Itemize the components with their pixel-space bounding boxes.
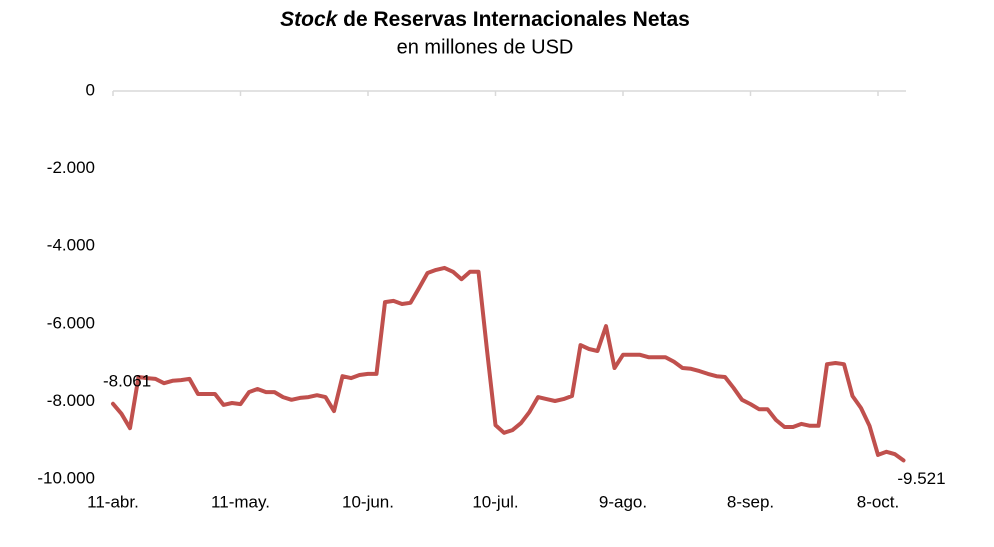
- y-tick-label: -10.000: [37, 468, 95, 487]
- y-tick-label: -4.000: [47, 236, 95, 255]
- x-tick-label: 9-ago.: [599, 492, 647, 511]
- y-tick-label: -8.000: [47, 391, 95, 410]
- chart-subtitle: en millones de USD: [397, 36, 574, 58]
- y-tick-label: -6.000: [47, 313, 95, 332]
- data-line: [111, 265, 906, 463]
- chart-title: de Reservas Internacionales Netas: [343, 8, 690, 31]
- y-tick-label: -2.000: [47, 158, 95, 177]
- data-label: -8.061: [103, 371, 151, 390]
- x-tick-label: 10-jul.: [472, 492, 518, 511]
- x-tick-label: 8-sep.: [727, 492, 774, 511]
- x-tick-label: 8-oct.: [857, 492, 900, 511]
- x-tick-label: 11-may.: [211, 492, 270, 511]
- chart-title-emphasis: Stock: [280, 8, 339, 31]
- x-tick-label: 11-abr.: [87, 492, 139, 511]
- data-label: -9.521: [897, 469, 945, 488]
- chart-title-group: Stock de Reservas Internacionales Netas: [280, 8, 690, 31]
- x-tick-label: 10-jun.: [342, 492, 394, 511]
- y-tick-label: 0: [86, 80, 95, 99]
